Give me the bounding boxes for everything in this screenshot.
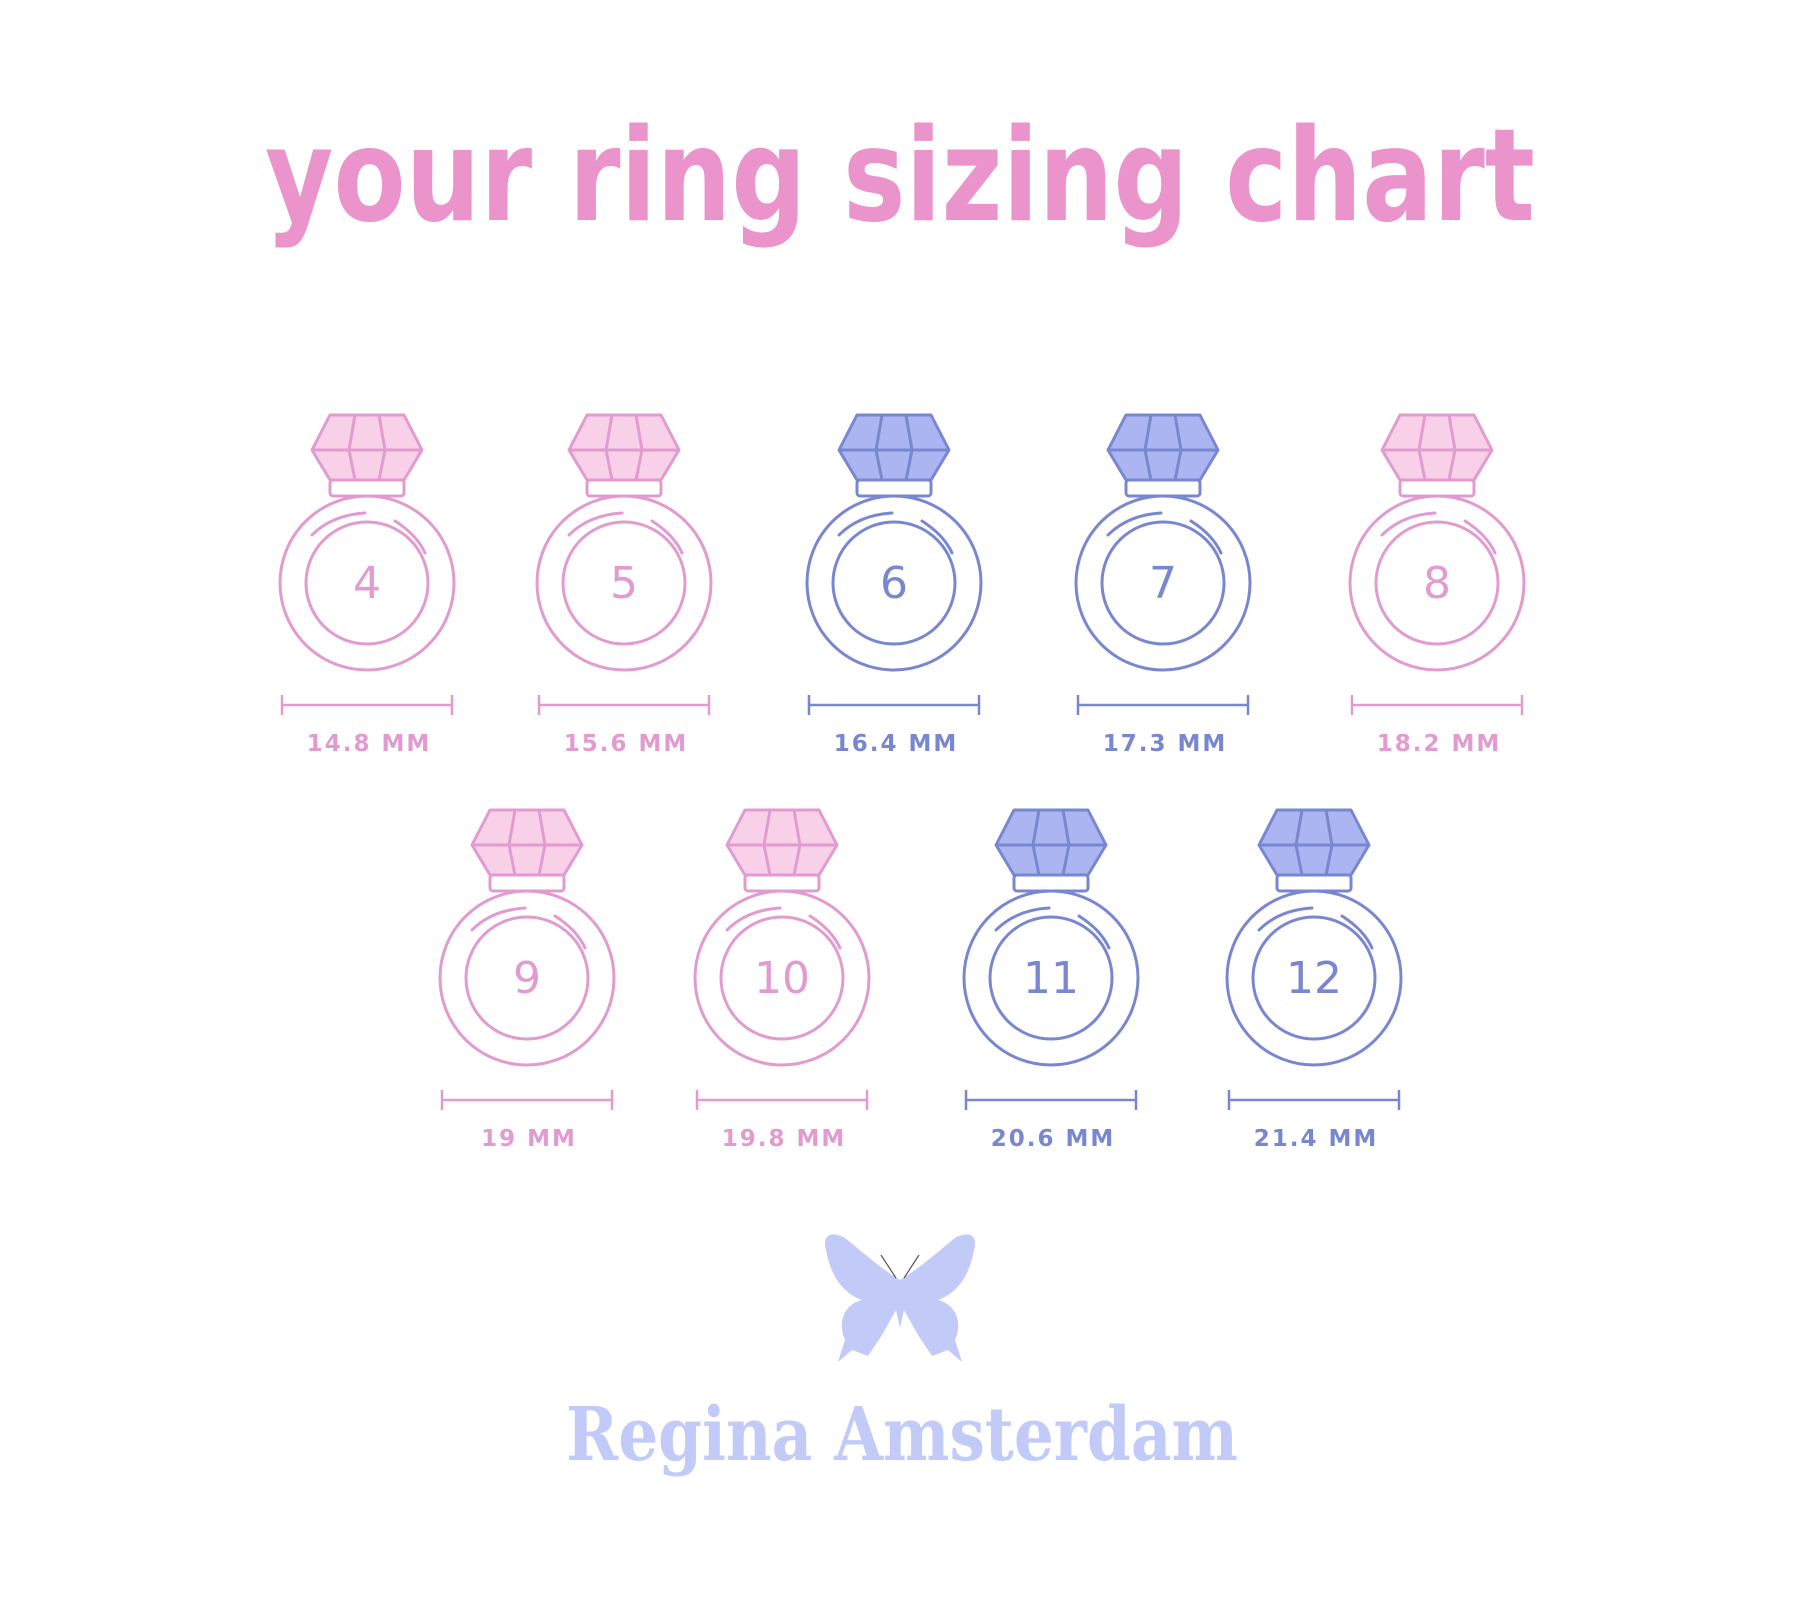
ring-size-number: 6	[880, 558, 908, 609]
ring-diameter-label: 20.6 MM	[991, 1126, 1116, 1152]
ring-grid: 4 14.8 MM 5 15.6 MM 6 16.4 MM 7 17.3 MM 8 18.2 MM…	[278, 413, 1526, 1152]
gem-facets	[1108, 414, 1218, 481]
measure-line	[695, 1090, 869, 1110]
ring-inner	[831, 520, 957, 646]
measure-line	[1076, 695, 1250, 715]
ring-setting	[1012, 873, 1090, 893]
ring-setting	[855, 478, 933, 498]
ring-size-number: 7	[1149, 558, 1177, 609]
measure-line	[964, 1090, 1138, 1110]
ring-size-4: 4 14.8 MM	[278, 413, 456, 757]
ring-shine	[470, 906, 587, 950]
ring-size-7: 7 17.3 MM	[1074, 413, 1252, 757]
ring-diameter-label: 16.4 MM	[834, 731, 959, 757]
gem-icon	[1106, 413, 1220, 482]
gem-icon	[837, 413, 951, 482]
ring-shine	[725, 906, 842, 950]
page-title: your ring sizing chart	[265, 102, 1535, 251]
ring-inner	[1100, 520, 1226, 646]
ring-size-number: 9	[513, 953, 541, 1004]
ring-shine	[1257, 906, 1374, 950]
gem-facets	[996, 809, 1106, 876]
ring-shine	[1106, 511, 1223, 555]
ring-shine	[994, 906, 1111, 950]
ring-setting	[585, 478, 663, 498]
ring-diameter-label: 18.2 MM	[1377, 731, 1502, 757]
ring-size-number: 5	[610, 558, 638, 609]
gem-icon	[1380, 413, 1494, 482]
gem-facets	[472, 809, 582, 876]
ring-setting	[1398, 478, 1476, 498]
ring-inner	[304, 520, 430, 646]
gem-icon	[310, 413, 424, 482]
ring-shine	[567, 511, 684, 555]
ring-size-number: 4	[353, 558, 381, 609]
ring-diameter-label: 19.8 MM	[722, 1126, 847, 1152]
ring-diameter-label: 15.6 MM	[564, 731, 689, 757]
measure-line	[440, 1090, 614, 1110]
gem-icon	[725, 808, 839, 877]
ring-size-5: 5 15.6 MM	[535, 413, 713, 757]
measure-line	[280, 695, 454, 715]
measure-line	[537, 695, 711, 715]
ring-size-6: 6 16.4 MM	[805, 413, 983, 757]
ring-size-number: 8	[1423, 558, 1451, 609]
ring-size-number: 12	[1286, 953, 1342, 1004]
ring-size-9: 9 19 MM	[438, 808, 616, 1152]
ring-diameter-label: 14.8 MM	[307, 731, 432, 757]
gem-facets	[1259, 809, 1369, 876]
ring-shine	[837, 511, 954, 555]
gem-icon	[1257, 808, 1371, 877]
ring-size-8: 8 18.2 MM	[1348, 413, 1526, 757]
ring-diameter-label: 19 MM	[481, 1126, 577, 1152]
ring-size-number: 10	[754, 953, 810, 1004]
gem-icon	[567, 413, 681, 482]
ring-size-11: 11 20.6 MM	[962, 808, 1140, 1152]
gem-icon	[470, 808, 584, 877]
gem-icon	[994, 808, 1108, 877]
ring-diameter-label: 21.4 MM	[1254, 1126, 1379, 1152]
ring-size-10: 10 19.8 MM	[693, 808, 871, 1152]
ring-inner	[464, 915, 590, 1041]
measure-line	[807, 695, 981, 715]
gem-facets	[727, 809, 837, 876]
ring-shine	[1380, 511, 1497, 555]
gem-facets	[569, 414, 679, 481]
gem-facets	[839, 414, 949, 481]
ring-inner	[719, 915, 845, 1041]
ring-setting	[1275, 873, 1353, 893]
ring-setting	[743, 873, 821, 893]
gem-facets	[1382, 414, 1492, 481]
butterfly-icon	[824, 1234, 976, 1362]
ring-inner	[988, 915, 1114, 1041]
measure-line	[1227, 1090, 1401, 1110]
gem-facets	[312, 414, 422, 481]
ring-shine	[310, 511, 427, 555]
ring-diameter-label: 17.3 MM	[1103, 731, 1228, 757]
ring-inner	[561, 520, 687, 646]
ring-inner	[1251, 915, 1377, 1041]
ring-setting	[328, 478, 406, 498]
ring-size-number: 11	[1023, 953, 1079, 1004]
ring-setting	[1124, 478, 1202, 498]
ring-inner	[1374, 520, 1500, 646]
measure-line	[1350, 695, 1524, 715]
brand-name: Regina Amsterdam	[566, 1392, 1238, 1478]
ring-setting	[488, 873, 566, 893]
ring-size-12: 12 21.4 MM	[1225, 808, 1403, 1152]
